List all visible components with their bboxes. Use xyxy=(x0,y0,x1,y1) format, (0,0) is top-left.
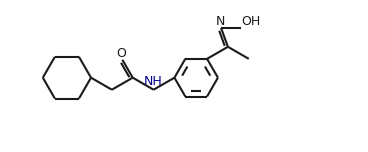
Text: O: O xyxy=(116,47,126,60)
Text: OH: OH xyxy=(241,15,260,28)
Text: N: N xyxy=(216,15,225,28)
Text: NH: NH xyxy=(144,75,163,88)
